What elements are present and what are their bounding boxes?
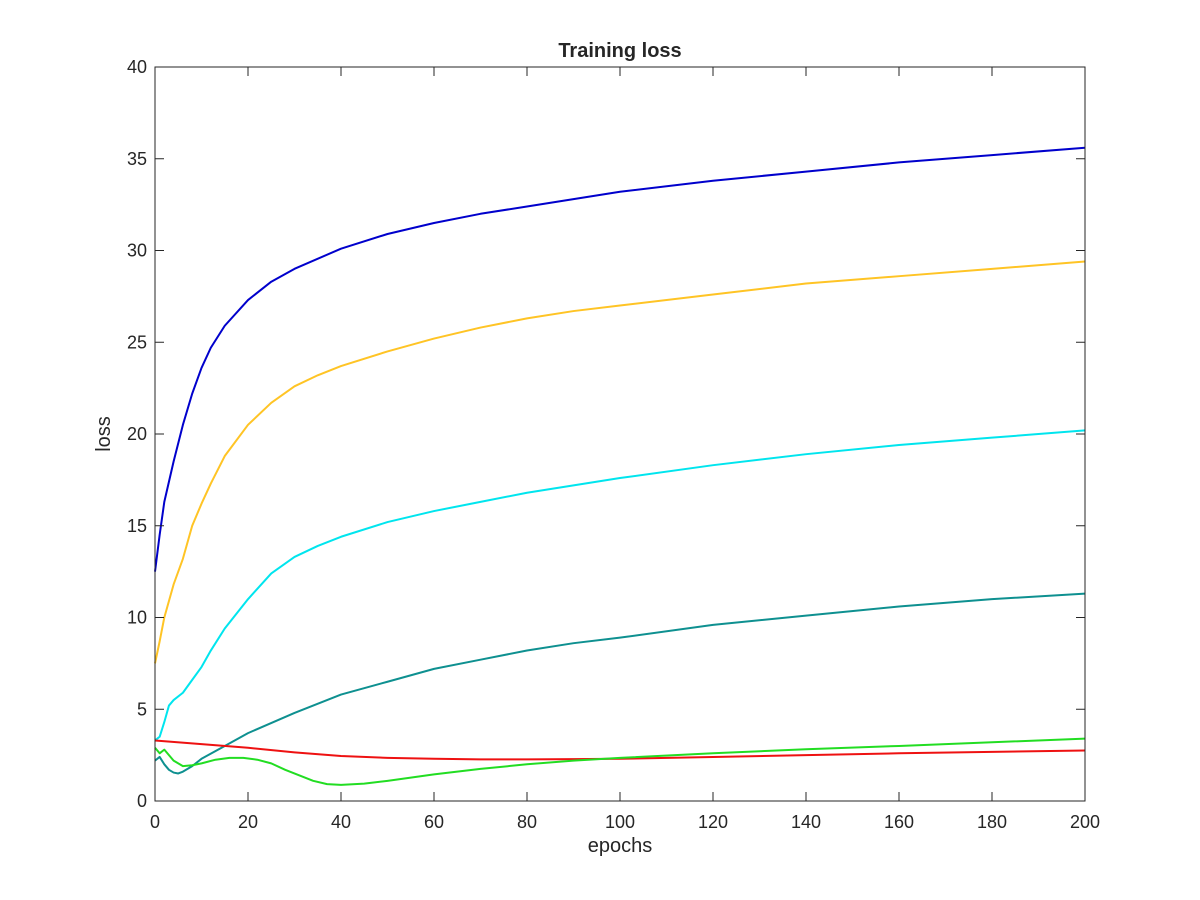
y-tick-label: 5 <box>137 699 147 719</box>
x-tick-label: 180 <box>977 812 1007 832</box>
x-tick-label: 200 <box>1070 812 1100 832</box>
chart-title: Training loss <box>558 40 681 62</box>
plot-area: 0 20 40 60 80 100 120 140 160 180 200 0 5 10 15 20 25 30 3… <box>127 57 1100 832</box>
series-line-3 <box>154 429 1086 742</box>
series-line-6 <box>154 737 1086 786</box>
x-tick-label: 20 <box>238 812 258 832</box>
x-tick-label: 40 <box>331 812 351 832</box>
x-axis-label: epochs <box>588 835 653 857</box>
series-line-2 <box>154 260 1086 664</box>
y-tick-label: 20 <box>127 424 147 444</box>
x-tick-label: 100 <box>605 812 635 832</box>
x-tick-label: 160 <box>884 812 914 832</box>
y-tick-label: 0 <box>137 791 147 811</box>
x-tick-label: 0 <box>150 812 160 832</box>
x-tick-label: 120 <box>698 812 728 832</box>
series-line-4 <box>154 592 1086 775</box>
series-line-5 <box>154 739 1086 761</box>
y-tick-label: 30 <box>127 241 147 261</box>
x-tick-label: 80 <box>517 812 537 832</box>
y-tick-label: 15 <box>127 516 147 536</box>
series-line-1 <box>154 146 1086 572</box>
y-tick-label: 10 <box>127 608 147 628</box>
y-tick-label: 35 <box>127 149 147 169</box>
y-axis-label: loss <box>93 416 115 452</box>
x-tick-label: 60 <box>424 812 444 832</box>
y-tick-label: 40 <box>127 57 147 77</box>
x-tick-label: 140 <box>791 812 821 832</box>
y-tick-label: 25 <box>127 332 147 352</box>
